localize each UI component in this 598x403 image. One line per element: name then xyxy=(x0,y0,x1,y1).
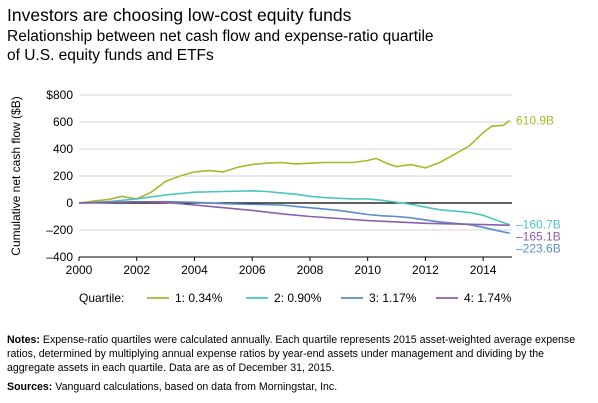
y-tick-label: –200 xyxy=(46,223,73,237)
series-end-label: 610.9B xyxy=(516,114,554,128)
x-tick-label: 2004 xyxy=(181,263,208,277)
y-tick-label: –400 xyxy=(46,250,73,264)
series-end-label: –165.1B xyxy=(516,230,561,244)
x-tick-label: 2000 xyxy=(66,263,93,277)
notes-text: Expense-ratio quartiles were calculated … xyxy=(7,334,576,375)
series-layer xyxy=(78,119,511,234)
sources-label: Sources: xyxy=(7,381,53,393)
x-tick-label: 2002 xyxy=(123,263,150,277)
legend-title: Quartile: xyxy=(79,291,124,305)
chart-subtitle: Relationship between net cash flow and e… xyxy=(7,27,434,65)
series-line xyxy=(78,190,510,226)
sources-text: Vanguard calculations, based on data fro… xyxy=(55,381,338,393)
chart-notes: Notes: Expense-ratio quartiles were calc… xyxy=(7,333,593,376)
x-tick-label: 2006 xyxy=(239,263,266,277)
chart-subtitle-line-1: Relationship between net cash flow and e… xyxy=(7,28,434,45)
series-line xyxy=(78,200,510,234)
chart-subtitle-line-2: of U.S. equity funds and ETFs xyxy=(7,47,214,64)
y-tick-label: 600 xyxy=(53,115,73,129)
chart-sources: Sources: Vanguard calculations, based on… xyxy=(7,380,337,394)
series-end-label: –160.7B xyxy=(516,218,561,232)
legend-item-label: 4: 1.74% xyxy=(464,291,512,305)
end-label-layer: 610.9B –160.7B –223.6B–165.1B xyxy=(516,114,561,256)
x-tick-label: 2014 xyxy=(470,263,497,277)
y-tick-label: 0 xyxy=(66,196,73,210)
chart-title: Investors are choosing low-cost equity f… xyxy=(7,5,352,25)
y-axis-label: Cumulative net cash flow ($B) xyxy=(9,96,23,255)
series-end-label: –223.6B xyxy=(516,242,561,256)
grid-layer xyxy=(79,94,512,258)
series-line xyxy=(78,119,511,204)
x-tick-label: 2008 xyxy=(297,263,324,277)
legend: Quartile: 1: 0.34% 2: 0.90% 3: 1.17% 4: 1.74… xyxy=(79,291,512,305)
x-tick-label: 2010 xyxy=(354,263,381,277)
legend-item-label: 3: 1.17% xyxy=(369,291,417,305)
y-tick-label: 200 xyxy=(53,169,73,183)
legend-item-label: 2: 0.90% xyxy=(274,291,322,305)
y-tick-label: 400 xyxy=(53,142,73,156)
series-line xyxy=(78,200,510,227)
notes-label: Notes: xyxy=(7,334,40,346)
x-tick-label: 2012 xyxy=(412,263,439,277)
legend-item-label: 1: 0.34% xyxy=(175,291,223,305)
y-tick-label: $800 xyxy=(46,88,73,102)
